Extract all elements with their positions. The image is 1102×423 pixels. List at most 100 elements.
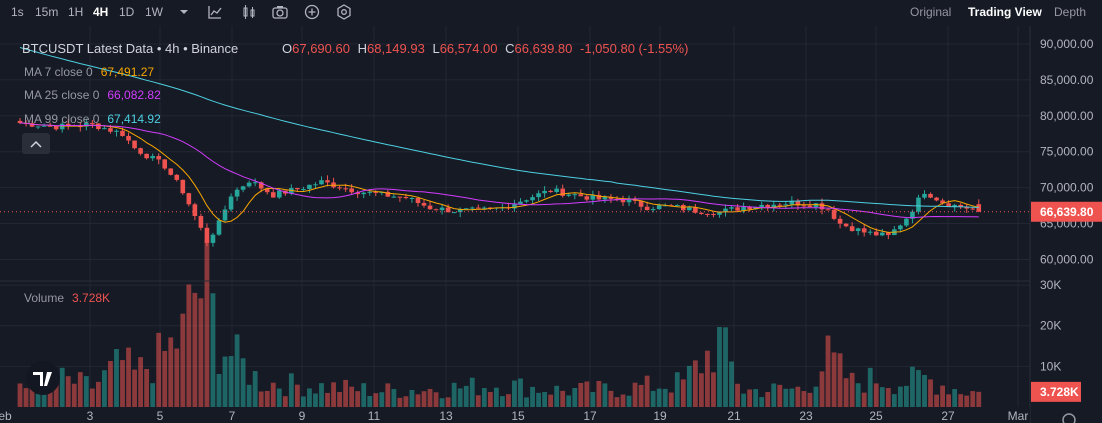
timeframe-1s[interactable]: 1s xyxy=(11,5,24,19)
timeframe-1d[interactable]: 1D xyxy=(119,5,135,19)
last-volume-tag xyxy=(1031,381,1081,402)
volume-bar xyxy=(698,373,704,407)
date-tick-label: 7 xyxy=(229,409,236,423)
candle-body xyxy=(735,207,740,211)
candle-body xyxy=(777,204,783,206)
timeframe-1w[interactable]: 1W xyxy=(145,5,163,19)
volume-bar xyxy=(379,392,385,407)
date-tick-label: 5 xyxy=(157,409,164,423)
volume-bar xyxy=(65,376,71,407)
volume-bar xyxy=(240,358,246,407)
candle-body xyxy=(626,199,632,203)
volume-bar xyxy=(23,388,29,407)
gear-icon xyxy=(1062,413,1076,423)
collapse-legend-button[interactable] xyxy=(22,133,50,154)
volume-bar xyxy=(325,392,330,407)
volume-bar xyxy=(487,392,493,407)
date-tick-label: 23 xyxy=(799,409,813,423)
price-chart[interactable]: 90,000.00 85,000.00 80,000.00 75,000.00 70,0… xyxy=(0,26,1102,423)
candle-body xyxy=(349,188,354,193)
date-tick-label: 11 xyxy=(368,409,381,423)
volume-bar xyxy=(590,391,596,407)
candle-body xyxy=(84,122,89,127)
volume-bar xyxy=(29,388,35,407)
candle-body xyxy=(228,196,234,210)
volume-bar xyxy=(71,383,77,407)
candle-body xyxy=(879,232,885,236)
candle-body xyxy=(240,186,246,190)
candle-body xyxy=(132,140,137,149)
volume-bar xyxy=(500,396,505,407)
candle-body xyxy=(584,196,590,200)
candle-body xyxy=(964,207,970,209)
timeframe-1h[interactable]: 1H xyxy=(68,5,84,19)
candle-body xyxy=(940,200,945,204)
candle-body xyxy=(337,187,342,189)
volume-bar xyxy=(493,387,499,407)
view-depth[interactable]: Depth xyxy=(1054,5,1087,19)
candle-body xyxy=(536,193,541,198)
chart-settings-button[interactable] xyxy=(1062,413,1076,423)
volume-bar xyxy=(578,382,584,407)
volume-bar xyxy=(819,371,825,407)
last-volume-label: 3.728K xyxy=(1040,385,1079,399)
candle-body xyxy=(186,193,192,205)
timeframe-4h[interactable]: 4H xyxy=(93,5,109,19)
volume-bar xyxy=(897,386,903,407)
volume-bar xyxy=(343,379,349,407)
candle-body xyxy=(825,209,831,211)
volume-bar xyxy=(83,376,89,407)
time-axis-band xyxy=(0,407,1030,423)
ma7-line xyxy=(19,122,979,233)
chevron-up-icon xyxy=(30,140,42,148)
ma7-legend: MA 7 close 0 67,491.27 xyxy=(24,65,154,79)
candle-body xyxy=(409,198,415,200)
ma99-line xyxy=(19,47,979,208)
candle-body xyxy=(451,212,457,214)
volume-bar xyxy=(608,390,614,407)
volume-bar xyxy=(258,391,264,407)
volume-bar xyxy=(801,391,807,407)
volume-bar xyxy=(765,391,771,407)
volume-bar xyxy=(126,347,131,407)
candle-body xyxy=(258,182,264,189)
volume-bar xyxy=(964,395,970,407)
volume-bar xyxy=(837,353,843,407)
volume-bar xyxy=(885,388,891,407)
volume-bar xyxy=(132,369,137,407)
view-trading-view[interactable]: Trading View xyxy=(968,5,1042,19)
candle-body xyxy=(457,208,463,213)
camera-icon[interactable] xyxy=(271,3,289,21)
candle-body xyxy=(795,200,801,206)
candle-body xyxy=(638,200,644,207)
candle-body xyxy=(807,205,813,208)
settings-icon[interactable] xyxy=(335,3,353,21)
candle-body xyxy=(373,191,379,193)
candle-body xyxy=(578,194,584,197)
tradingview-logo[interactable] xyxy=(26,361,60,395)
candle-body xyxy=(674,204,680,206)
volume-bar xyxy=(156,332,162,407)
candle-body xyxy=(530,197,535,201)
price-tick-label: 80,000.00 xyxy=(1040,109,1094,123)
chevron-down-icon[interactable] xyxy=(175,3,193,21)
volume-bar xyxy=(313,393,318,407)
timeframe-15m[interactable]: 15m xyxy=(35,5,59,19)
indicator-icon[interactable] xyxy=(206,3,224,21)
candle-body xyxy=(566,194,572,196)
ma25-line xyxy=(19,122,979,219)
volume-bar xyxy=(554,385,560,407)
volume-bar xyxy=(114,348,119,407)
volume-bar xyxy=(307,388,312,407)
candle-body xyxy=(397,196,403,198)
volume-bar xyxy=(397,397,403,407)
ma25-legend: MA 25 close 0 66,082.82 xyxy=(24,88,161,102)
candle-style-icon[interactable] xyxy=(240,3,258,21)
candle-body xyxy=(916,197,921,212)
plus-circle-icon[interactable] xyxy=(303,3,321,21)
candle-body xyxy=(596,194,602,200)
candle-body xyxy=(542,190,547,194)
view-original[interactable]: Original xyxy=(910,5,952,19)
candle-body xyxy=(150,156,155,159)
candle-body xyxy=(433,209,439,211)
